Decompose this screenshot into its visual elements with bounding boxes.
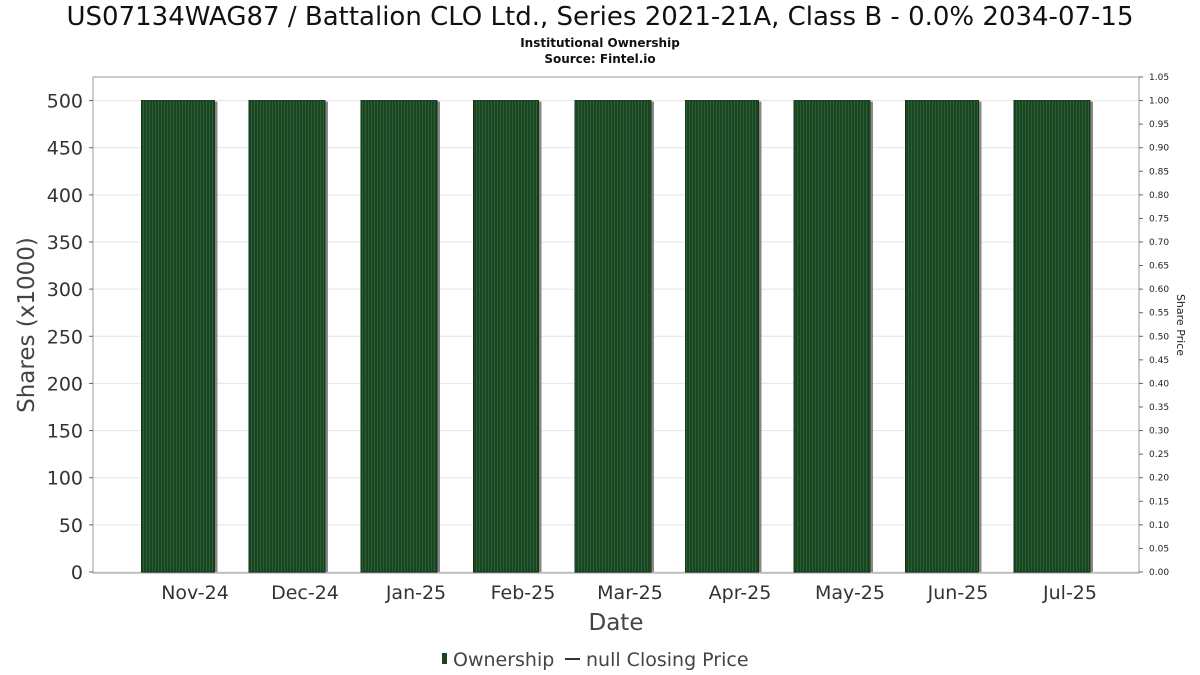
bar-ownership-Jan-25 <box>360 100 438 573</box>
y-tick-label: 100 <box>47 468 83 490</box>
x-tick-label: Jun-25 <box>927 582 989 604</box>
y-tick-label: 150 <box>47 421 83 443</box>
y2-tick-label: 0.95 <box>1149 120 1169 130</box>
bar-ownership-Mar-25 <box>574 100 652 573</box>
y-tick-label: 500 <box>47 91 83 113</box>
bar-ownership-Feb-25 <box>473 100 539 573</box>
y2-tick-label: 0.50 <box>1149 332 1169 342</box>
y2-tick-label: 0.75 <box>1149 214 1169 224</box>
y2-tick-label: 0.60 <box>1149 285 1169 295</box>
y2-tick-label: 1.00 <box>1149 97 1169 107</box>
x-tick-label: Jan-25 <box>385 582 446 604</box>
y2-tick-label: 0.70 <box>1149 238 1169 248</box>
y-tick-label: 300 <box>47 279 83 301</box>
x-tick-label: Dec-24 <box>271 582 339 604</box>
x-tick-label: Apr-25 <box>709 582 772 604</box>
chart-subtitle: Institutional Ownership <box>520 36 680 50</box>
y2-tick-label: 0.35 <box>1149 403 1169 413</box>
y-tick-label: 0 <box>71 562 83 584</box>
plot-frame <box>92 76 1140 574</box>
legend: Ownership null Closing Price <box>442 649 749 671</box>
bar-ownership-Apr-25 <box>685 100 759 573</box>
bar-ownership-Jul-25 <box>1013 100 1091 573</box>
y2-tick-label: 0.45 <box>1149 356 1169 366</box>
y2-tick-label: 1.05 <box>1149 73 1169 83</box>
y2-tick-label: 0.80 <box>1149 191 1169 201</box>
legend-price-label: null Closing Price <box>586 649 749 671</box>
y2-tick-label: 0.00 <box>1149 568 1169 578</box>
y2-axis-label: Share Price <box>1174 294 1187 356</box>
y-tick-label: 350 <box>47 232 83 254</box>
y2-tick-label: 0.05 <box>1149 544 1169 554</box>
y-axis-label: Shares (x1000) <box>14 237 40 413</box>
y2-tick-label: 0.30 <box>1149 427 1169 437</box>
y-tick-label: 450 <box>47 138 83 160</box>
y2-tick-label: 0.90 <box>1149 144 1169 154</box>
x-axis-label: Date <box>589 610 644 636</box>
y2-tick-label: 0.10 <box>1149 521 1169 531</box>
bar-ownership-Jun-25 <box>905 100 979 573</box>
y-tick-label: 200 <box>47 373 83 395</box>
chart-source: Source: Fintel.io <box>544 52 656 66</box>
x-tick-label: Jul-25 <box>1042 582 1097 604</box>
legend-ownership-label: Ownership <box>453 649 554 671</box>
y2-tick-label: 0.55 <box>1149 309 1169 319</box>
y-tick-label: 50 <box>59 515 83 537</box>
x-tick-label: Nov-24 <box>161 582 229 604</box>
bar-ownership-May-25 <box>793 100 871 573</box>
y2-tick-label: 0.40 <box>1149 379 1169 389</box>
bars-layer <box>141 100 1093 573</box>
axis-layer: 0 50 100 150 200 250 300 350 400 450 500 0.00 0.05 0.… <box>47 73 1170 604</box>
chart-title: US07134WAG87 / Battalion CLO Ltd., Serie… <box>66 2 1134 32</box>
x-tick-label: Feb-25 <box>491 582 556 604</box>
bar-ownership-Dec-24 <box>248 100 326 573</box>
x-tick-label: May-25 <box>815 582 885 604</box>
y-tick-label: 250 <box>47 326 83 348</box>
y-tick-label: 400 <box>47 185 83 207</box>
legend-ownership-swatch <box>442 653 447 664</box>
bar-ownership-Nov-24 <box>141 100 215 573</box>
y2-tick-label: 0.85 <box>1149 167 1169 177</box>
y2-tick-label: 0.15 <box>1149 497 1169 507</box>
y2-tick-label: 0.20 <box>1149 474 1169 484</box>
x-tick-label: Mar-25 <box>597 582 663 604</box>
y2-tick-label: 0.25 <box>1149 450 1169 460</box>
y2-tick-label: 0.65 <box>1149 262 1169 272</box>
